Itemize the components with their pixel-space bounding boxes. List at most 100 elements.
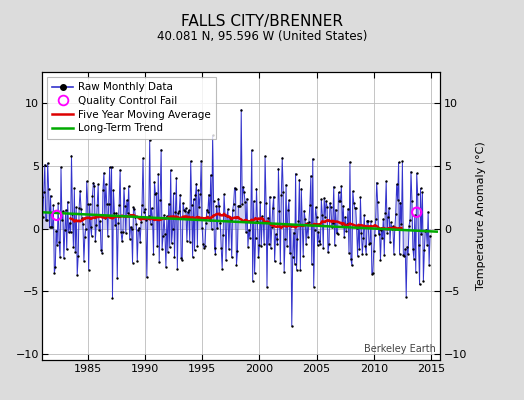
Point [397,221,406,227]
Point [323,203,331,210]
Point [426,232,434,239]
Point [367,218,375,224]
Point [195,204,203,210]
Point [119,229,127,235]
Point [50,270,59,276]
Point [69,244,78,250]
Point [51,264,59,270]
Point [92,221,101,228]
Point [149,251,158,258]
Point [401,246,409,252]
Point [146,220,155,227]
Point [274,241,282,248]
Point [300,208,308,214]
Point [236,203,245,209]
Point [355,246,364,252]
Point [259,218,267,225]
Point [408,198,416,204]
Point [106,214,115,220]
Point [297,185,305,192]
Point [47,224,56,230]
Point [392,181,401,188]
Point [158,246,166,252]
Point [321,213,330,220]
Point [214,195,223,202]
Point [268,224,276,230]
Point [129,204,138,211]
Point [184,207,193,214]
Point [260,240,268,247]
Point [48,224,57,230]
Point [293,235,302,242]
Point [302,241,310,247]
Point [313,242,322,248]
Point [79,220,87,227]
Point [146,137,154,144]
Point [187,158,195,164]
Point [325,241,333,247]
Point [372,216,380,222]
Point [255,242,264,248]
Point [322,198,330,204]
Point [347,256,355,262]
Point [343,221,351,228]
Point [359,235,367,241]
Point [269,193,278,200]
Point [283,243,291,250]
Point [122,230,130,236]
Point [39,214,47,220]
Point [110,210,118,216]
Point [337,183,345,189]
Point [326,200,334,206]
Point [258,213,266,220]
Point [103,201,111,207]
Point [370,232,379,238]
Point [301,216,309,222]
Point [147,205,156,211]
Point [384,214,392,220]
Point [362,251,370,257]
Point [271,231,280,238]
Point [395,251,403,257]
Point [205,217,214,223]
Point [168,240,176,246]
Point [59,208,67,214]
Point [64,229,73,236]
Point [56,254,64,260]
Point [46,224,54,230]
Point [296,267,304,273]
Point [338,223,346,230]
Point [411,212,419,218]
Point [312,214,321,220]
Point [278,154,287,161]
Point [150,179,159,185]
Point [320,195,329,201]
Point [45,185,53,192]
Point [347,262,356,269]
Point [67,229,75,236]
Point [189,196,198,202]
Y-axis label: Temperature Anomaly (°C): Temperature Anomaly (°C) [476,142,486,290]
Point [364,218,372,224]
Point [360,212,368,218]
Point [128,259,137,266]
Point [80,257,88,264]
Point [373,179,381,186]
Point [155,259,163,265]
Point [375,226,384,233]
Point [382,178,390,184]
Point [57,164,65,170]
Point [281,236,289,242]
Point [389,223,397,230]
Point [383,230,391,236]
Point [42,217,51,223]
Point [241,199,249,205]
Point [243,195,251,202]
Point [120,184,128,191]
Point [125,183,133,189]
Point [244,243,252,250]
Point [248,278,257,284]
Point [409,245,417,252]
Point [396,199,405,206]
Point [385,204,393,211]
